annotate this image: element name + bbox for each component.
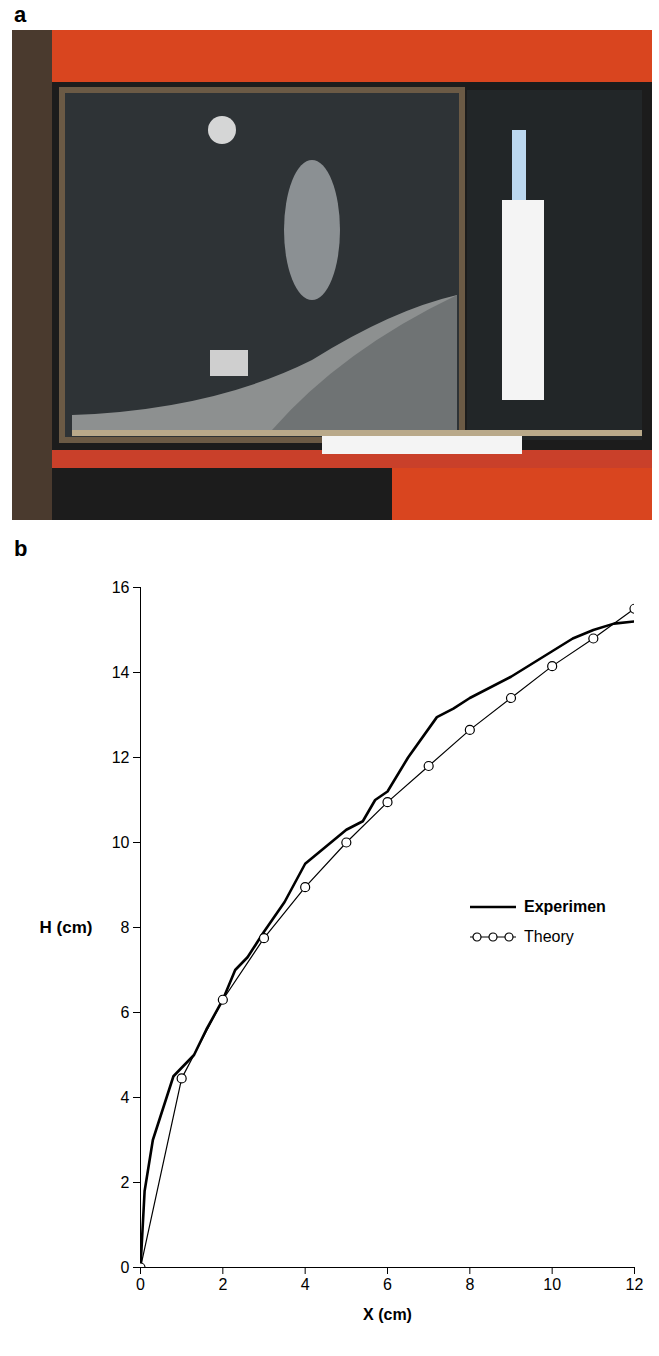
svg-text:X (cm): X (cm) [363, 1306, 412, 1323]
svg-text:16: 16 [112, 579, 130, 596]
html-text:a: a [14, 2, 27, 27]
svg-text:0: 0 [121, 1259, 130, 1276]
svg-text:2: 2 [218, 1276, 227, 1293]
svg-text:10: 10 [112, 834, 130, 851]
svg-text:8: 8 [121, 919, 130, 936]
svg-text:4: 4 [301, 1276, 310, 1293]
svg-text:0: 0 [136, 1276, 145, 1293]
html-text:b: b [14, 536, 28, 561]
svg-text:12: 12 [626, 1276, 644, 1293]
svg-text:6: 6 [121, 1004, 130, 1021]
html-text:Theory: Theory [524, 928, 574, 945]
svg-text:10: 10 [543, 1276, 561, 1293]
svg-text:14: 14 [112, 664, 130, 681]
svg-text:2: 2 [121, 1174, 130, 1191]
svg-text:6: 6 [383, 1276, 392, 1293]
svg-text:4: 4 [121, 1089, 130, 1106]
svg-text:8: 8 [465, 1276, 474, 1293]
svg-text:12: 12 [112, 749, 130, 766]
svg-text:H (cm): H (cm) [40, 918, 93, 937]
html-text:Experimen: Experimen [524, 898, 606, 915]
